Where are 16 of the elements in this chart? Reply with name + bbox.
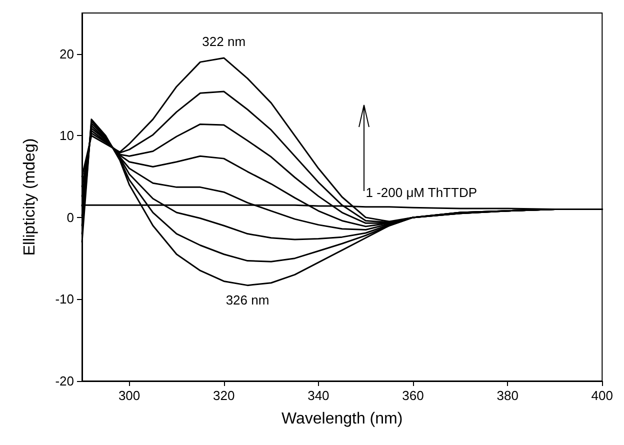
- annotation: 1 -200 μM ThTTDP: [366, 185, 477, 200]
- x-tick-label: 340: [308, 388, 330, 403]
- x-tick-label: 400: [591, 388, 614, 403]
- y-axis-title: Ellipticity (mdeg): [22, 138, 38, 256]
- y-tick-label: 20: [60, 46, 74, 62]
- annotation: 326 nm: [226, 292, 270, 308]
- x-tick-label: 300: [118, 388, 140, 403]
- y-tick-label: 0: [66, 210, 74, 225]
- annotation: 322 nm: [202, 34, 246, 49]
- y-tick-label: -10: [55, 292, 74, 307]
- x-tick-label: 360: [402, 388, 424, 403]
- x-axis-title: Wavelength (nm): [281, 410, 403, 428]
- y-tick-label: -20: [55, 374, 74, 388]
- x-tick-label: 320: [213, 388, 235, 403]
- x-tick-label: 380: [496, 388, 518, 403]
- y-tick-label: 10: [60, 128, 74, 144]
